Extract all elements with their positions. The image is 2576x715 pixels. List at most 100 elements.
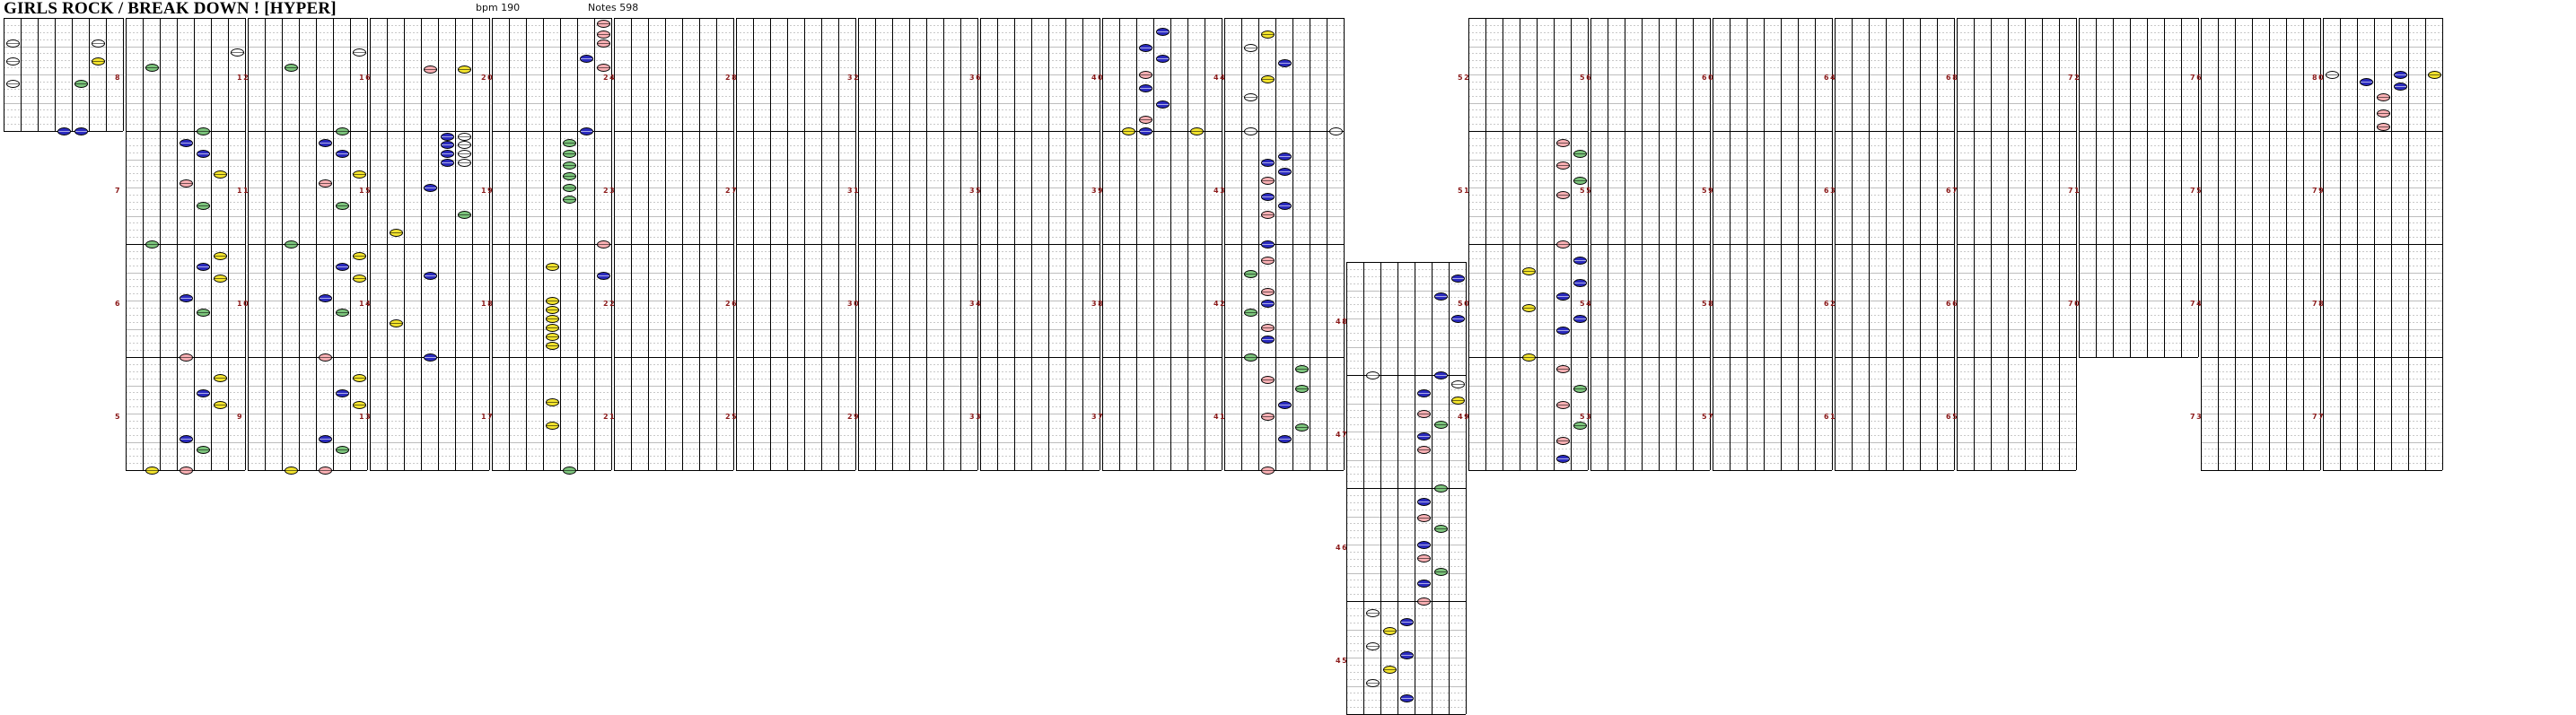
notes-layer: [248, 18, 367, 475]
measure-number: 28: [725, 74, 739, 82]
note-g: [284, 240, 298, 249]
note-y: [545, 342, 559, 350]
measure-number: 9: [237, 413, 244, 421]
note-b: [1277, 168, 1292, 176]
note-b: [440, 159, 454, 167]
note-b: [57, 127, 71, 135]
measure-number: 79: [2312, 187, 2326, 195]
note-p: [1555, 365, 1570, 373]
note-b: [1260, 240, 1275, 249]
measure-number: 21: [603, 413, 617, 421]
note-w: [457, 141, 471, 149]
notes-layer: [614, 18, 733, 470]
notes-layer: [1468, 18, 1588, 470]
note-b: [179, 294, 193, 302]
notes-layer: [980, 18, 1100, 470]
notes-layer: [370, 18, 489, 470]
notes-layer: [2079, 18, 2198, 357]
note-y: [352, 170, 366, 179]
note-b: [423, 272, 437, 280]
note-p: [1416, 514, 1431, 522]
measure-number: 12: [237, 74, 250, 82]
beat-grid: [370, 18, 489, 471]
note-g: [196, 202, 210, 210]
measure-number: 10: [237, 300, 250, 308]
measure-number: 43: [1214, 187, 1227, 195]
note-b: [423, 353, 437, 362]
note-b: [1138, 44, 1152, 52]
note-g: [1294, 385, 1309, 393]
note-b: [1277, 153, 1292, 161]
note-b: [1416, 389, 1431, 397]
note-p: [179, 466, 193, 475]
note-p: [596, 39, 610, 48]
measure-number: 78: [2312, 300, 2326, 308]
note-b: [579, 55, 593, 63]
note-p: [596, 64, 610, 72]
measure-number: 80: [2312, 74, 2326, 82]
measure-number: 56: [1580, 74, 1593, 82]
note-y: [145, 466, 159, 475]
note-y: [545, 297, 559, 305]
beat-grid: [248, 18, 367, 471]
note-p: [318, 353, 332, 362]
note-w: [5, 80, 20, 88]
beat-grid: [1224, 18, 1344, 471]
measure-panel: [4, 18, 124, 135]
note-b: [318, 294, 332, 302]
note-b: [423, 184, 437, 192]
note-y: [545, 306, 559, 314]
note-g: [74, 80, 88, 88]
notes-layer: [1957, 18, 2076, 470]
note-b: [1416, 580, 1431, 588]
measure-number: 58: [1702, 300, 1715, 308]
beat-grid: [858, 18, 977, 471]
measure-number: 13: [359, 413, 372, 421]
note-y: [352, 252, 366, 260]
note-g: [1573, 150, 1587, 158]
measure-number: 19: [481, 187, 495, 195]
measure-number: 26: [725, 300, 739, 308]
note-b: [1555, 455, 1570, 463]
measure-number: 65: [1946, 413, 1959, 421]
notes-layer: [1346, 262, 1466, 714]
note-p: [2376, 123, 2390, 131]
measure-panel: [736, 18, 856, 471]
note-p: [1555, 139, 1570, 147]
measure-number: 39: [1091, 187, 1105, 195]
note-y: [213, 374, 227, 382]
measure-number: 46: [1336, 544, 1349, 552]
measure-number: 11: [237, 187, 250, 195]
measure-number: 6: [115, 300, 122, 308]
note-g: [562, 466, 576, 475]
note-b: [1277, 435, 1292, 443]
measure-number: 52: [1458, 74, 1471, 82]
notes-layer: [4, 18, 123, 135]
measure-number: 16: [359, 74, 372, 82]
beat-grid: [1835, 18, 1954, 471]
measure-number: 18: [481, 300, 495, 308]
note-b: [74, 127, 88, 135]
note-b: [440, 133, 454, 141]
note-p: [1416, 597, 1431, 606]
note-g: [1433, 525, 1448, 533]
measure-panel: [1468, 18, 1589, 471]
note-y: [213, 401, 227, 409]
note-b: [1277, 202, 1292, 210]
note-y: [545, 333, 559, 341]
note-p: [1138, 116, 1152, 124]
measure-number: 23: [603, 187, 617, 195]
beat-grid: [2079, 18, 2198, 358]
note-p: [1260, 211, 1275, 219]
note-b: [2393, 71, 2407, 79]
lane-grid: [858, 18, 978, 470]
note-w: [1243, 44, 1257, 52]
note-y: [213, 252, 227, 260]
lane-grid: [248, 18, 368, 470]
measure-panel: [1835, 18, 1955, 471]
note-p: [1138, 71, 1152, 79]
measure-number: 68: [1946, 74, 1959, 82]
note-g: [145, 64, 159, 72]
note-y: [1521, 353, 1536, 362]
note-b: [2359, 78, 2373, 86]
